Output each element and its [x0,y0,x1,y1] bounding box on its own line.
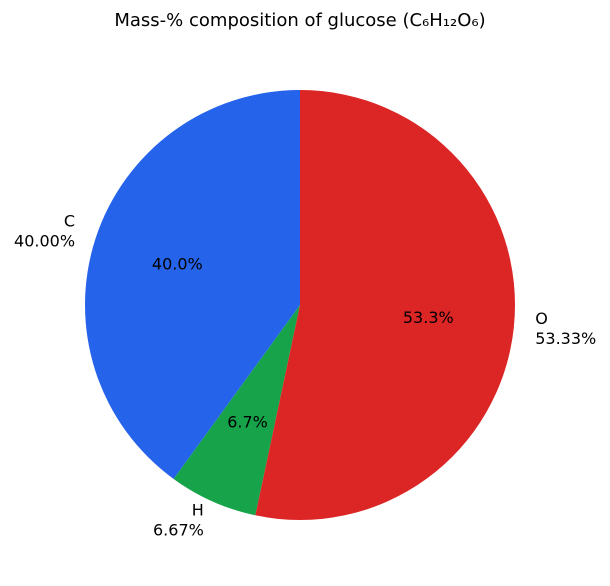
slice-value-label: 6.67% [153,521,204,540]
slice-pct-label: 53.3% [403,308,454,327]
pie-slice [255,90,515,520]
slice-pct-label: 40.0% [152,255,203,274]
slice-value-label: 53.33% [535,329,596,348]
slice-label: C [64,211,75,230]
pie-slice [85,90,301,479]
pie-slice [173,305,300,516]
chart-title: Mass-% composition of glucose (C₆H₁₂O₆) [114,10,485,31]
slice-pct-label: 6.7% [227,412,268,431]
slice-label: H [192,501,204,520]
slice-label: O [535,309,548,328]
slice-value-label: 40.00% [14,231,75,250]
